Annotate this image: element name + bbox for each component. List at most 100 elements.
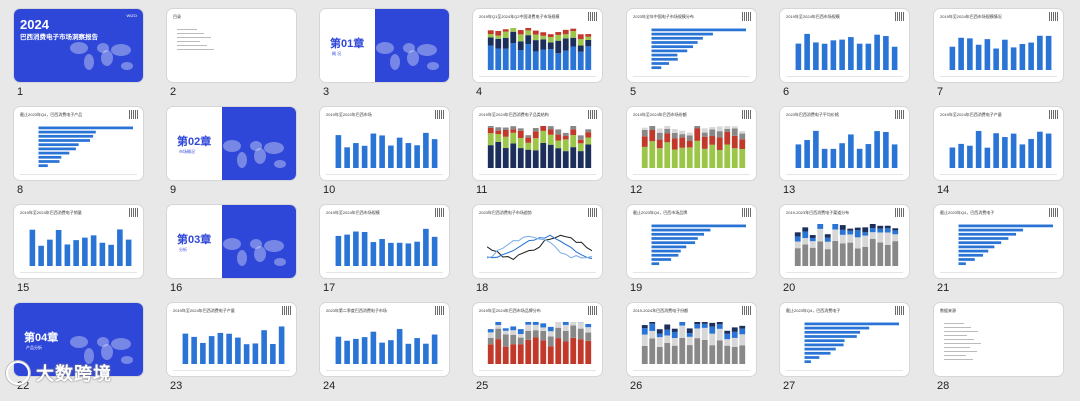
- slide-thumbnail-3[interactable]: 第01章概 况 3: [306, 0, 458, 98]
- slide-thumbnail-10[interactable]: 2019年至2022年巴西市场 10: [306, 98, 458, 196]
- slide-preview[interactable]: 数据来源: [934, 303, 1063, 376]
- slide-preview[interactable]: 2023年全年中国电子市场规模分布: [627, 9, 756, 82]
- slide-preview[interactable]: 2019年至2022年巴西市场: [320, 107, 449, 180]
- stack-segment-mark: [794, 241, 801, 249]
- slide-thumbnail-15[interactable]: 2019年至2024年巴西消费电子销量 15: [0, 196, 152, 294]
- world-map-icon: [70, 42, 133, 70]
- stack-segment-mark: [562, 29, 569, 35]
- bar-mark: [813, 130, 819, 168]
- stack-segment-mark: [532, 51, 539, 70]
- stack-segment-mark: [517, 41, 524, 51]
- slide-thumbnail-16[interactable]: 第03章 分析 16: [153, 196, 305, 294]
- slide-number: 8: [17, 184, 24, 196]
- stack-segment-mark: [570, 322, 577, 326]
- stack-segment-mark: [585, 327, 592, 333]
- slide-preview[interactable]: 2024 巴西消费电子市场洞察报告 WIZO: [14, 9, 143, 82]
- slide-thumbnail-13[interactable]: 2023年巴西消费电子平均价格 13: [766, 98, 918, 196]
- slide-thumbnail-5[interactable]: 2023年全年中国电子市场规模分布 5: [613, 0, 765, 98]
- bar-mark: [90, 235, 97, 266]
- qr-code-icon: [435, 110, 444, 119]
- slide-thumbnail-23[interactable]: 2019年至2024年巴西消费电子产量 23: [153, 294, 305, 392]
- bar-mark: [73, 240, 79, 266]
- stack-segment-mark: [570, 46, 577, 70]
- slide-preview[interactable]: 截止2023年Q4，巴西市场品牌: [627, 205, 756, 278]
- slide-preview[interactable]: 2019年至2024年巴西消费电子销量: [14, 205, 143, 278]
- stack-segment-mark: [540, 126, 547, 131]
- slide-thumbnail-26[interactable]: 2019-2024年巴西消费电子份额 26: [613, 294, 765, 392]
- slide-preview[interactable]: 第03章 分析: [167, 205, 296, 278]
- stack-segment-mark: [649, 126, 656, 131]
- stack-segment-mark: [724, 345, 731, 364]
- slide-preview[interactable]: 2019-2024年巴西消费电子份额: [627, 303, 756, 376]
- stack-segment-mark: [562, 139, 569, 152]
- stack-segment-mark: [585, 144, 592, 168]
- slide-thumbnail-12[interactable]: 2019年至2024年巴西市场份额 12: [613, 98, 765, 196]
- slide-thumbnail-6[interactable]: 2019年至2024年巴西市场规模 6: [766, 0, 918, 98]
- stack-segment-mark: [649, 141, 656, 168]
- stack-segment-mark: [847, 242, 854, 266]
- slide-thumbnail-1[interactable]: 2024 巴西消费电子市场洞察报告 WIZO 1: [0, 0, 152, 98]
- slide-thumbnail-20[interactable]: 2019-2023年巴西消费电子渠道分布 20: [766, 196, 918, 294]
- bar-mark: [1019, 144, 1026, 168]
- stack-segment-mark: [664, 126, 671, 129]
- slide-preview[interactable]: 截止2023年Q4，巴西消费电子产品: [14, 107, 143, 180]
- slide-thumbnail-27[interactable]: 截止2023年Q4，巴西消费电子 27: [766, 294, 918, 392]
- slide-thumbnail-28[interactable]: 数据来源 28: [920, 294, 1072, 392]
- slide-thumbnail-11[interactable]: 2019年至2024年巴西消费电子品类结构 11: [459, 98, 611, 196]
- slide-chart-thumbnail: [641, 126, 746, 168]
- slide-preview[interactable]: 2023年巴西消费电子市场趋势: [473, 205, 602, 278]
- slide-number: 15: [17, 282, 30, 294]
- slide-preview[interactable]: 截止2023年Q4，巴西消费电子: [934, 205, 1063, 278]
- bar-mark: [795, 43, 802, 70]
- slide-preview[interactable]: 2023年第二季度巴西消费电子市场: [320, 303, 449, 376]
- stack-segment-mark: [869, 224, 876, 229]
- slide-preview[interactable]: 第04章 产品分析: [14, 303, 143, 376]
- slide-preview[interactable]: 2019年至2024年巴西消费电子产量: [934, 107, 1063, 180]
- slide-preview[interactable]: 截止2023年Q4，巴西消费电子: [780, 303, 909, 376]
- slide-thumbnail-25[interactable]: 2019年至2024年巴西市场品牌分布 25: [459, 294, 611, 392]
- slide-footer: [173, 370, 290, 373]
- slide-preview[interactable]: 2019-2023年巴西消费电子渠道分布: [780, 205, 909, 278]
- stack-segment-mark: [540, 327, 547, 331]
- stack-segment-mark: [510, 143, 517, 168]
- slide-preview[interactable]: 2019年至2024年巴西消费电子品类结构: [473, 107, 602, 180]
- slide-thumbnail-2[interactable]: 目录 2: [153, 0, 305, 98]
- slide-thumbnail-4[interactable]: 2019年Q1至2024年Q2中国消费电子市场规模 4: [459, 0, 611, 98]
- stack-segment-mark: [686, 333, 693, 337]
- slide-thumbnail-19[interactable]: 截止2023年Q4，巴西市场品牌 19: [613, 196, 765, 294]
- slide-preview[interactable]: 2019年至2024年巴西市场规模: [320, 205, 449, 278]
- slide-preview[interactable]: 目录: [167, 9, 296, 82]
- slide-thumbnail-7[interactable]: 2019年至2024年巴西市场规模情况 7: [920, 0, 1072, 98]
- line-series-mark: [487, 234, 592, 260]
- chart-area: [948, 224, 1053, 266]
- stack-segment-mark: [694, 324, 701, 329]
- stack-segment-mark: [555, 327, 562, 339]
- slide-preview[interactable]: 第02章 市场概况: [167, 107, 296, 180]
- stack-segment-mark: [739, 345, 746, 364]
- slide-preview[interactable]: 第01章概 况: [320, 9, 449, 82]
- slide-preview[interactable]: 2019年至2024年巴西市场规模: [780, 9, 909, 82]
- slide-preview[interactable]: 2019年至2024年巴西市场规模情况: [934, 9, 1063, 82]
- slide-thumbnail-21[interactable]: 截止2023年Q4，巴西消费电子 21: [920, 196, 1072, 294]
- slide-preview[interactable]: 2019年Q1至2024年Q2中国消费电子市场规模: [473, 9, 602, 82]
- slide-thumbnail-14[interactable]: 2019年至2024年巴西消费电子产量 14: [920, 98, 1072, 196]
- slide-thumbnail-24[interactable]: 2023年第二季度巴西消费电子市场 24: [306, 294, 458, 392]
- stack-segment-mark: [555, 148, 562, 168]
- stack-segment-mark: [802, 227, 809, 232]
- slide-thumbnail-8[interactable]: 截止2023年Q4，巴西消费电子产品 8: [0, 98, 152, 196]
- slide-preview[interactable]: 2019年至2024年巴西市场品牌分布: [473, 303, 602, 376]
- qr-code-icon: [1049, 12, 1058, 21]
- slide-thumbnail-17[interactable]: 2019年至2024年巴西市场规模 17: [306, 196, 458, 294]
- slide-preview[interactable]: 2019年至2024年巴西市场份额: [627, 107, 756, 180]
- stack-segment-mark: [862, 227, 869, 233]
- slide-title: 2019年至2024年巴西市场规模情况: [940, 14, 1002, 19]
- bar-mark: [856, 43, 863, 70]
- stack-segment-mark: [555, 134, 562, 141]
- stack-segment-mark: [562, 330, 569, 342]
- slide-thumbnail-18[interactable]: 2023年巴西消费电子市场趋势 18: [459, 196, 611, 294]
- slide-preview[interactable]: 2023年巴西消费电子平均价格: [780, 107, 909, 180]
- slide-preview[interactable]: 2019年至2024年巴西消费电子产量: [167, 303, 296, 376]
- world-map-icon: [223, 140, 286, 168]
- slide-thumbnail-9[interactable]: 第02章 市场概况 9: [153, 98, 305, 196]
- slide-thumbnail-22[interactable]: 第04章 产品分析 22: [0, 294, 152, 392]
